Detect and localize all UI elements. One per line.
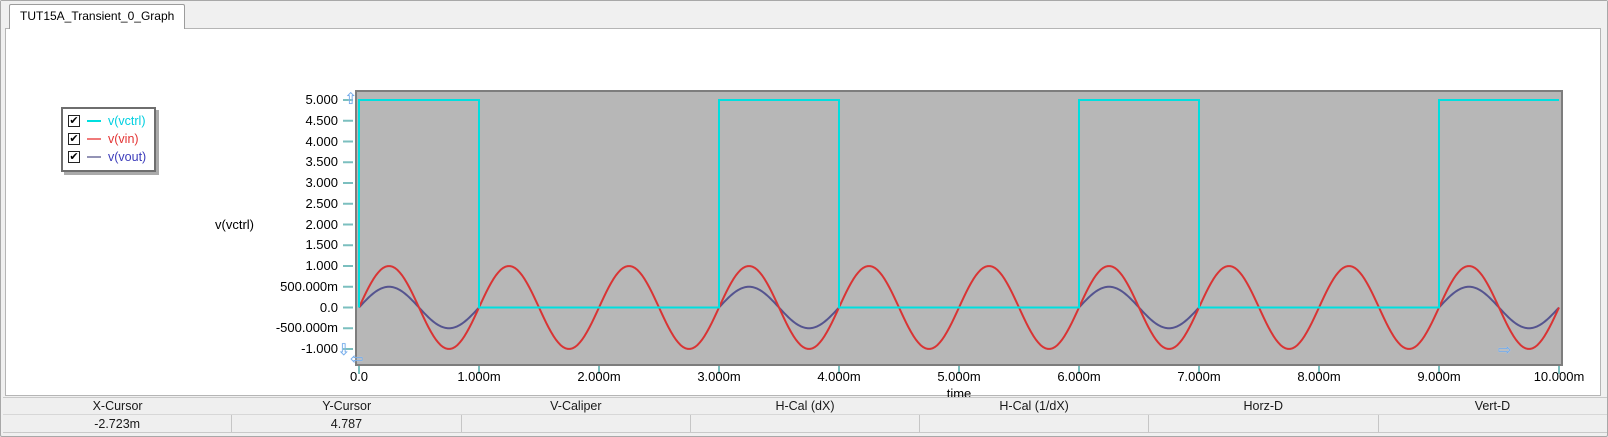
legend-checkbox[interactable]: ✔: [68, 150, 80, 163]
x-tick-label: 4.000m: [817, 369, 861, 384]
y-tick-label: 2.500: [305, 195, 338, 211]
y-tick-label: 1.000: [305, 258, 338, 273]
x-tick-label: 9.000m: [1417, 369, 1461, 384]
status-value: 4.787: [231, 415, 460, 432]
status-value: [460, 415, 690, 432]
legend-label: v(vout): [108, 150, 147, 164]
status-value: [1148, 415, 1377, 432]
y-tick-label: -500.000m: [275, 320, 338, 336]
y-tick-label: 500.000m: [280, 278, 338, 294]
x-scroll-right-icon[interactable]: ⇨: [1498, 340, 1512, 359]
x-tick-label: 8.000m: [1297, 369, 1341, 384]
legend-item: ✔ v(vctrl): [68, 112, 146, 130]
tab-graph[interactable]: TUT15A_Transient_0_Graph: [9, 4, 186, 29]
status-value: -2.723m: [94, 416, 141, 431]
status-value-row: -2.723m 4.787: [3, 415, 1607, 432]
legend-checkbox[interactable]: ✔: [68, 114, 80, 127]
graph-panel: ✔ v(vctrl) ✔ v(vin) ✔ v(vout) v(vctrl) 5.000 4…: [5, 28, 1601, 401]
status-header-x-cursor: X-Cursor: [92, 399, 143, 413]
plot-area[interactable]: [336, 84, 1576, 384]
y-scroll-down-icon[interactable]: ⇩: [337, 340, 351, 359]
y-tick-label: 1.500: [305, 237, 338, 253]
status-header-h-cal-dx-: H-Cal (dX): [775, 399, 835, 413]
x-tick-label: 7.000m: [1177, 369, 1221, 384]
legend-label: v(vin): [108, 132, 139, 146]
y-tick-label: -1.000: [301, 341, 338, 356]
legend-item: ✔ v(vout): [68, 148, 146, 166]
status-header-horz-d: Horz-D: [1243, 399, 1284, 413]
y-tick-label: 5.000: [305, 92, 338, 107]
y-axis-title: v(vctrl): [215, 217, 254, 232]
x-tick-label: 3.000m: [697, 369, 741, 384]
x-tick-label: 10.000m: [1533, 369, 1585, 384]
x-tick-label: 1.000m: [457, 369, 501, 384]
legend-checkbox[interactable]: ✔: [68, 132, 80, 145]
x-tick-label: 5.000m: [937, 369, 981, 384]
legend-item: ✔ v(vin): [68, 130, 146, 148]
y-scroll-up-icon[interactable]: ⇧: [344, 89, 358, 108]
y-tick-label: 3.000: [305, 175, 338, 190]
x-scroll-left-icon[interactable]: ⇦: [350, 349, 364, 368]
status-value: [689, 415, 919, 432]
series-vctrl: [358, 99, 1559, 309]
y-tick-label: 2.000: [305, 216, 338, 232]
plot-background: [355, 90, 1563, 366]
legend-curve-swatch: [87, 120, 101, 122]
status-value: [1377, 415, 1607, 432]
tab-graph-label: TUT15A_Transient_0_Graph: [20, 9, 175, 23]
status-header-h-cal-1-dx-: H-Cal (1/dX): [999, 399, 1069, 413]
status-header-y-cursor: Y-Cursor: [322, 399, 372, 413]
legend-box: ✔ v(vctrl) ✔ v(vin) ✔ v(vout): [61, 107, 157, 172]
status-header-row: X-Cursor Y-Cursor V-Caliper H-Cal (dX) H-Cal…: [3, 398, 1607, 415]
y-tick-label: 4.500: [305, 112, 338, 128]
status-bar: X-Cursor Y-Cursor V-Caliper H-Cal (dX) H-Cal…: [3, 397, 1607, 433]
y-tick-label: 4.000: [305, 133, 338, 149]
x-tick-label: 2.000m: [577, 369, 621, 384]
y-tick-label: 0.0: [319, 299, 338, 315]
tab-bar: TUT15A_Transient_0_Graph: [1, 1, 1607, 29]
legend-curve-swatch: [87, 156, 101, 158]
y-tick-label: 3.500: [305, 154, 338, 170]
legend-curve-swatch: [87, 138, 101, 140]
x-tick-label: 6.000m: [1057, 369, 1101, 384]
status-header-v-caliper: V-Caliper: [550, 399, 602, 413]
x-tick-label: 0.0: [349, 369, 369, 384]
status-value: [919, 415, 1148, 432]
status-header-vert-d: Vert-D: [1474, 399, 1511, 413]
legend-label: v(vctrl): [108, 114, 146, 128]
